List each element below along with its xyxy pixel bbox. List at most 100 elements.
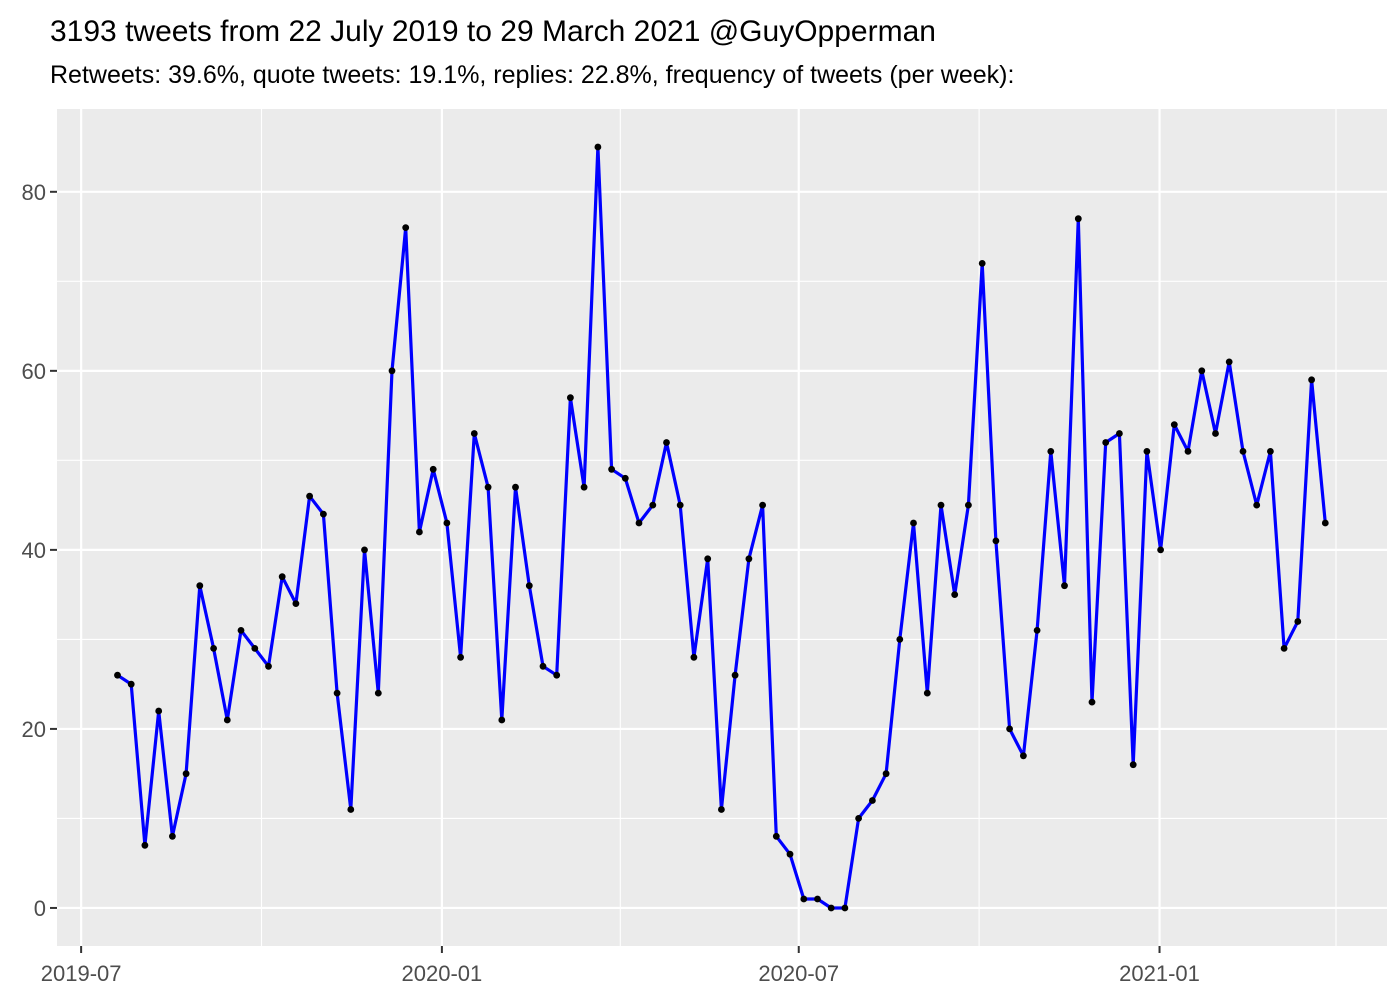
data-point — [978, 260, 986, 267]
data-point — [210, 645, 218, 652]
data-point — [1020, 752, 1027, 760]
y-axis-label: 0 — [34, 896, 46, 921]
data-point — [169, 832, 176, 840]
data-point — [786, 850, 794, 858]
axis-tick-marks — [50, 190, 1161, 953]
data-point — [923, 689, 931, 697]
data-point — [772, 832, 780, 840]
data-point — [512, 483, 519, 491]
data-point — [1198, 367, 1206, 375]
data-point — [223, 716, 231, 724]
data-point — [594, 143, 602, 151]
data-point — [1074, 215, 1082, 223]
data-point — [1308, 376, 1315, 384]
data-point — [443, 519, 451, 527]
data-point — [251, 645, 259, 652]
data-point — [1253, 501, 1261, 509]
data-point — [361, 546, 368, 554]
data-point — [1102, 439, 1110, 446]
data-point — [1294, 618, 1302, 625]
data-point — [635, 519, 643, 527]
data-point — [347, 806, 355, 813]
data-point — [1129, 761, 1137, 769]
plot-panel — [57, 109, 1387, 946]
data-point — [1047, 448, 1055, 455]
data-point — [292, 600, 300, 607]
data-point — [539, 662, 547, 670]
data-point — [1225, 358, 1233, 366]
data-point — [1280, 645, 1288, 652]
data-point — [1184, 448, 1192, 455]
data-point — [731, 671, 739, 679]
data-point — [1321, 519, 1329, 527]
y-axis-label: 20 — [22, 717, 46, 742]
data-point — [690, 653, 698, 661]
data-point — [374, 689, 382, 697]
data-point — [182, 770, 190, 778]
data-point — [1033, 627, 1041, 634]
data-point — [1116, 430, 1123, 437]
data-point — [869, 797, 876, 804]
data-point — [992, 537, 1000, 545]
data-point — [759, 501, 766, 509]
data-point — [800, 895, 808, 903]
y-axis-labels: 0 20 40 60 80 — [22, 180, 46, 921]
data-point — [402, 224, 410, 232]
data-point — [814, 895, 821, 903]
data-point — [525, 582, 533, 590]
data-point — [608, 465, 615, 473]
data-point — [1212, 430, 1219, 437]
data-point — [265, 662, 272, 670]
data-point — [416, 528, 423, 536]
data-point — [663, 439, 670, 446]
data-point — [882, 770, 890, 778]
data-point — [278, 573, 286, 581]
data-point — [306, 492, 313, 500]
data-point — [718, 806, 725, 813]
data-point — [937, 501, 945, 509]
data-point — [1006, 725, 1013, 733]
data-point — [429, 465, 437, 473]
gridlines-minor — [57, 109, 1387, 946]
data-point — [155, 707, 163, 715]
gridlines-major — [57, 109, 1387, 946]
data-series — [114, 143, 1329, 912]
data-point — [855, 815, 862, 822]
data-point — [1088, 698, 1096, 706]
chart-title: 3193 tweets from 22 July 2019 to 29 Marc… — [50, 15, 936, 48]
data-point — [841, 904, 849, 912]
x-axis-label: 2020-07 — [758, 961, 839, 986]
data-point — [388, 367, 396, 375]
data-point — [910, 519, 917, 527]
data-point — [676, 501, 684, 509]
data-point — [237, 627, 245, 634]
y-axis-label: 40 — [22, 538, 46, 563]
data-point — [1267, 448, 1274, 455]
data-point — [621, 474, 629, 482]
data-point — [704, 555, 712, 563]
data-point — [1061, 582, 1068, 590]
data-point — [553, 671, 561, 679]
chart-subtitle: Retweets: 39.6%, quote tweets: 19.1%, re… — [50, 61, 1014, 89]
data-point — [196, 582, 204, 590]
data-point — [951, 591, 959, 598]
data-point — [1239, 448, 1247, 455]
data-point — [498, 716, 506, 724]
x-axis-label: 2019-07 — [41, 961, 122, 986]
data-point — [965, 501, 972, 509]
y-axis-label: 80 — [22, 180, 46, 205]
x-axis-labels: 2019-07 2020-01 2020-07 2021-01 — [41, 961, 1200, 986]
data-point — [484, 483, 492, 491]
data-point — [649, 501, 657, 509]
data-point — [1143, 448, 1151, 455]
data-point — [896, 636, 904, 643]
x-axis-label: 2021-01 — [1119, 961, 1200, 986]
y-axis-label: 60 — [22, 359, 46, 384]
data-point — [1157, 546, 1164, 554]
data-point — [320, 510, 327, 518]
data-point — [567, 394, 574, 402]
data-point — [580, 483, 588, 491]
data-point — [333, 689, 341, 697]
